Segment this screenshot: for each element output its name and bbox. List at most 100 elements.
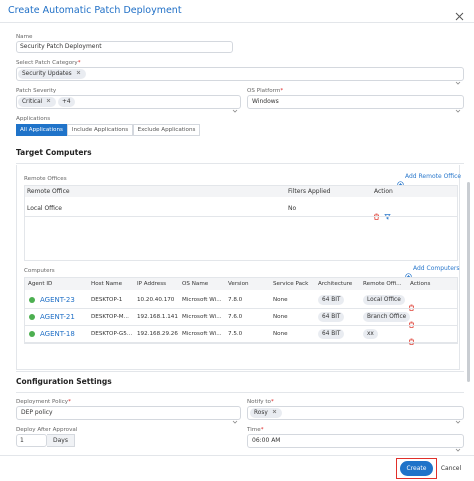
add-icon [405, 265, 412, 280]
cell: 7.6.0 [228, 314, 243, 320]
cell: Microsoft Wi... [182, 331, 222, 337]
required-mark: * [270, 399, 274, 405]
chevron-glyph [455, 109, 461, 113]
field-label: Select Patch Category* [16, 60, 81, 66]
cell: DESKTOP-G5... [91, 331, 133, 337]
chevron[interactable] [232, 410, 238, 424]
column-header: Filters Applied [288, 188, 331, 195]
delete-icon-glyph [409, 304, 414, 311]
chevron[interactable] [455, 410, 461, 424]
section-title: Target Computers [16, 148, 92, 157]
input-box[interactable] [247, 406, 464, 420]
filter-icon-glyph [384, 214, 391, 220]
chevron-glyph [232, 109, 238, 113]
delete-icon[interactable] [408, 330, 415, 345]
input-box[interactable] [247, 95, 464, 109]
input-box[interactable] [16, 41, 233, 53]
required-mark: * [260, 427, 264, 433]
cell: 192.168.29.26 [137, 331, 178, 337]
chip: Critical [18, 97, 57, 107]
field-label: Notify to* [247, 399, 274, 405]
column-header: Action [374, 188, 393, 195]
divider [16, 392, 464, 393]
chip: xx [363, 329, 378, 339]
status-dot [29, 314, 35, 320]
row-line [25, 308, 457, 309]
agent-link[interactable]: AGENT-23 [40, 296, 75, 304]
create-button[interactable]: Create [400, 461, 433, 476]
input-box[interactable] [16, 434, 47, 447]
chevron[interactable] [455, 438, 461, 452]
filter-icon[interactable] [384, 205, 391, 220]
status-dot [29, 297, 35, 303]
row-line [25, 325, 457, 326]
table-header [25, 278, 457, 290]
cell: 192.168.1.141 [137, 314, 178, 320]
cell: DESKTOP-M... [91, 314, 129, 320]
tab[interactable]: Exclude Applications [133, 124, 200, 136]
cell: DESKTOP-1 [91, 297, 123, 303]
divider [16, 163, 464, 164]
chevron[interactable] [455, 99, 461, 113]
input-value: DEP policy [21, 409, 53, 416]
chip: 64 BIT [318, 295, 345, 305]
chevron[interactable] [455, 71, 461, 85]
cancel-button[interactable]: Cancel [440, 465, 462, 472]
delete-icon-glyph [374, 213, 379, 220]
add-link[interactable]: Add Remote Office [405, 173, 462, 180]
column-header: Host Name [91, 281, 123, 287]
cell: 7.8.0 [228, 297, 243, 303]
field-label: Applications [16, 116, 51, 122]
delete-icon[interactable] [408, 296, 415, 311]
cell: None [273, 314, 288, 320]
required-mark: * [68, 399, 71, 405]
input-box[interactable] [16, 406, 241, 420]
input-value: Windows [252, 98, 279, 105]
delete-icon[interactable] [373, 205, 380, 220]
highlight [396, 458, 437, 479]
table [24, 277, 458, 344]
chevron-glyph [455, 420, 461, 424]
column-header: OS Name [182, 281, 209, 287]
dialog-title: Create Automatic Patch Deployment [8, 5, 182, 16]
chevron-glyph [232, 420, 238, 424]
chip-remove[interactable] [75, 69, 82, 76]
cell: No [288, 205, 297, 212]
close-button[interactable] [455, 6, 464, 21]
required-mark: * [280, 88, 284, 94]
agent-link[interactable]: AGENT-18 [40, 330, 75, 338]
chip-remove[interactable] [45, 97, 52, 104]
chip: 64 BIT [318, 312, 345, 322]
input-value: Security Patch Deployment [20, 43, 102, 50]
divider [0, 455, 474, 456]
input-value: 1 [20, 437, 24, 444]
divider [16, 371, 464, 372]
cell: 7.5.0 [228, 331, 243, 337]
chip: Branch Office [363, 312, 411, 322]
section-title: Configuration Settings [16, 377, 112, 386]
input-box[interactable] [247, 434, 464, 448]
field-label: OS Platform* [247, 88, 284, 94]
panel [16, 165, 460, 370]
chevron[interactable] [232, 99, 238, 113]
field-label: Name [16, 34, 33, 40]
chip: Local Office [363, 295, 405, 305]
table-header [25, 186, 457, 197]
column-header: Remote Office [27, 188, 70, 195]
tab[interactable]: Include Applications [67, 124, 133, 136]
agent-link[interactable]: AGENT-21 [40, 313, 75, 321]
chip-remove[interactable] [271, 408, 278, 415]
input-box[interactable] [16, 67, 464, 81]
input-value: 06:00 AM [252, 437, 281, 444]
chip: 64 BIT [318, 329, 345, 339]
scrollbar-glyph [467, 182, 470, 382]
add-link[interactable]: Add Computers [413, 265, 460, 272]
tab[interactable]: All Applications [16, 124, 67, 136]
column-header: Actions [410, 281, 431, 287]
field-label: Deployment Policy* [16, 399, 71, 405]
delete-icon-glyph [409, 338, 414, 345]
field-label: Deploy After Approval [16, 427, 78, 433]
delete-icon[interactable] [408, 313, 415, 328]
chip: +4 [58, 97, 75, 107]
